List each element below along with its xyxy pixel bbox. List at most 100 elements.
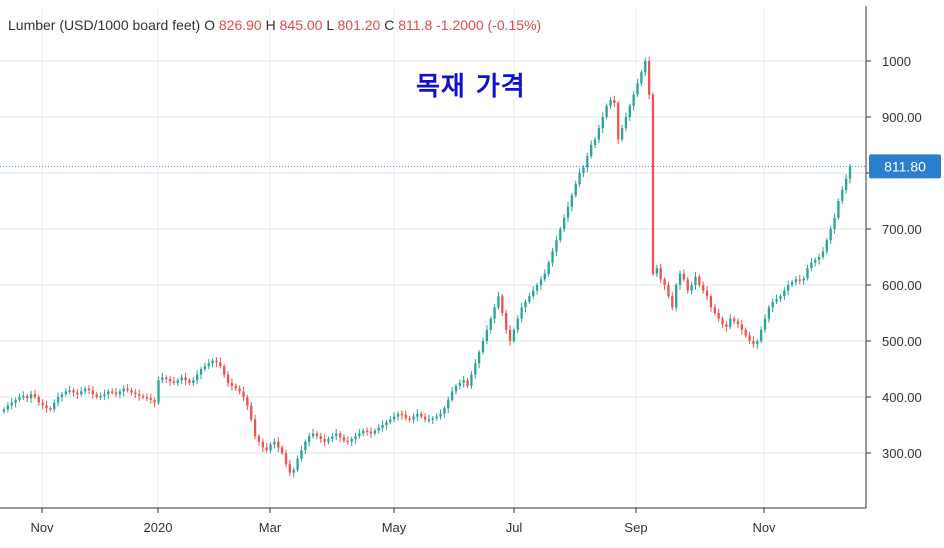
candle-body: [95, 394, 98, 397]
candle: [790, 279, 794, 288]
candle: [269, 442, 272, 454]
y-axis-ticks: 300.00400.00500.00600.00700.00800.00900.…: [866, 54, 922, 461]
candle: [26, 393, 29, 403]
candle: [323, 434, 326, 447]
candle-body: [184, 377, 187, 381]
candle-body: [721, 318, 724, 325]
candle-body: [837, 201, 840, 218]
candle: [771, 298, 774, 313]
candle: [798, 274, 801, 285]
candle: [362, 428, 365, 437]
candle: [126, 384, 129, 393]
candle-body: [273, 441, 276, 445]
candle-body: [49, 408, 52, 410]
candle-body: [810, 262, 813, 269]
candle: [543, 269, 546, 282]
candle: [620, 124, 624, 142]
candle-body: [767, 307, 771, 319]
candle: [609, 96, 612, 109]
candle: [690, 281, 693, 295]
candle: [335, 428, 338, 441]
candle: [682, 269, 686, 282]
candle: [184, 372, 187, 385]
x-tick-label: 2020: [144, 520, 173, 535]
candle: [130, 388, 133, 396]
candle: [647, 56, 651, 100]
candle: [555, 235, 558, 257]
candle-body: [304, 441, 307, 451]
candle: [821, 246, 825, 260]
candle: [566, 202, 570, 222]
last-price-badge-text: 811.80: [884, 158, 926, 174]
candle: [698, 274, 701, 288]
change-value: -1.2000: [436, 17, 484, 33]
candle: [705, 286, 709, 301]
candle-body: [83, 388, 87, 392]
candle-body: [323, 439, 326, 442]
candle: [149, 393, 152, 404]
candle: [188, 377, 191, 386]
candle-body: [203, 366, 207, 369]
candle-body: [659, 268, 662, 280]
candle-body: [501, 296, 504, 313]
candle: [389, 416, 392, 425]
candle-body: [647, 61, 651, 95]
candle: [111, 388, 114, 395]
y-tick-label: 500.00: [882, 334, 922, 349]
candle-body: [574, 184, 577, 196]
candle: [423, 413, 427, 423]
candle-body: [238, 388, 241, 392]
candle-body: [80, 391, 83, 395]
candle-body: [138, 394, 141, 396]
candle-body: [477, 352, 481, 364]
candle-body: [277, 441, 280, 448]
candle: [659, 263, 662, 284]
candle: [547, 260, 550, 277]
candle: [829, 225, 832, 245]
candle-body: [365, 430, 369, 433]
candle-body: [130, 390, 133, 393]
candle-body: [199, 369, 203, 375]
candle: [532, 286, 535, 300]
candle: [145, 393, 149, 402]
candle-body: [732, 318, 736, 322]
candle-body: [6, 405, 10, 410]
candle-body: [833, 217, 836, 229]
candle-body: [806, 268, 809, 279]
candle: [644, 57, 647, 77]
candle: [342, 433, 346, 443]
candle-body: [821, 251, 825, 257]
x-tick-label: Nov: [30, 520, 54, 535]
candle-body: [474, 363, 477, 375]
candle-body: [705, 290, 709, 297]
candle: [223, 363, 226, 378]
candle-body: [192, 380, 195, 383]
candle: [759, 326, 763, 344]
y-tick-label: 300.00: [882, 446, 922, 461]
candle: [412, 413, 415, 424]
candle-body: [520, 307, 523, 319]
candle: [14, 397, 17, 408]
candle: [814, 257, 817, 267]
open-value: 826.90: [218, 17, 262, 33]
candle: [559, 226, 562, 243]
candle: [331, 432, 334, 443]
candle: [732, 316, 736, 325]
candle-body: [64, 391, 67, 395]
candle-body: [87, 388, 91, 391]
candle: [153, 397, 156, 408]
candle-body: [296, 458, 299, 470]
candle-body: [667, 285, 670, 297]
candle: [215, 357, 218, 368]
candle-body: [617, 103, 620, 140]
candle: [300, 445, 303, 462]
candle: [848, 164, 852, 184]
candle: [257, 433, 261, 446]
candle-body: [22, 395, 25, 398]
candle: [470, 371, 473, 389]
candle-body: [412, 416, 415, 420]
candle-body: [118, 391, 122, 395]
candle: [280, 445, 284, 456]
candle: [613, 95, 616, 107]
candle: [443, 405, 446, 418]
